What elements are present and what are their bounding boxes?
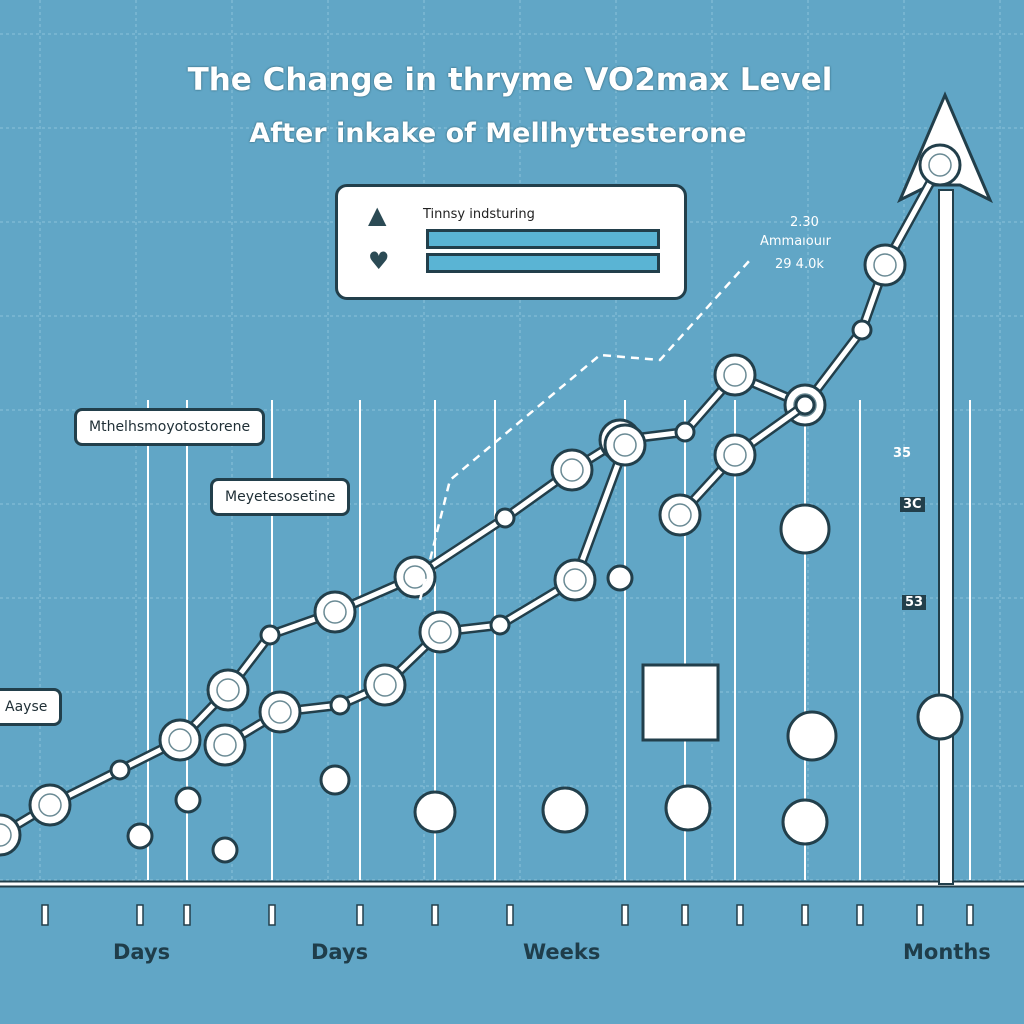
icon-badge	[664, 784, 712, 832]
x-tick	[356, 904, 364, 926]
icon-badge	[779, 503, 831, 555]
x-tick	[966, 904, 974, 926]
x-tick	[621, 904, 629, 926]
data-point	[550, 448, 594, 492]
heart-icon: ♥	[368, 247, 390, 275]
icon-badge	[606, 564, 634, 592]
x-tick	[506, 904, 514, 926]
data-point	[206, 668, 250, 712]
icon-badge	[781, 798, 829, 846]
legend-title: Tinnsy indsturing	[423, 207, 535, 222]
data-point	[494, 507, 516, 529]
data-point-icon	[168, 728, 192, 752]
data-point-icon	[38, 793, 62, 817]
x-tick	[856, 904, 864, 926]
x-tick	[268, 904, 276, 926]
data-point	[918, 143, 962, 187]
data-point	[418, 610, 462, 654]
data-point	[603, 423, 647, 467]
data-point-icon	[323, 600, 347, 624]
data-point-icon	[403, 565, 427, 589]
chart-subtitle: After inkake of Mellhyttesterone	[249, 118, 747, 149]
data-point	[203, 723, 247, 767]
icon-badge	[211, 836, 239, 864]
x-tick-label: Weeks	[523, 940, 601, 964]
data-point-icon	[0, 823, 12, 847]
chart-title: The Change in thryme VO2max Level	[187, 62, 833, 98]
data-point	[713, 433, 757, 477]
data-point	[258, 690, 302, 734]
data-point	[851, 319, 873, 341]
data-point	[329, 694, 351, 716]
icon-badge	[174, 786, 202, 814]
data-point-icon	[668, 503, 692, 527]
x-tick	[681, 904, 689, 926]
data-point	[658, 493, 702, 537]
data-point-icon	[613, 433, 637, 457]
data-point	[109, 759, 131, 781]
callout-2: Meyetesosetine	[210, 478, 351, 516]
x-tick	[431, 904, 439, 926]
data-point-icon	[563, 568, 587, 592]
icon-badge	[786, 710, 838, 762]
callout-3: Aayse	[0, 688, 63, 726]
legend: ▲ ♥ Tinnsy indsturing	[335, 184, 687, 300]
series-line-projection	[418, 259, 751, 601]
data-point	[794, 394, 816, 416]
icon-badge	[541, 786, 589, 834]
x-tick	[183, 904, 191, 926]
data-point-icon	[723, 363, 747, 387]
x-tick-label: Days	[113, 940, 171, 964]
data-point-icon	[723, 443, 747, 467]
icon-badge	[319, 764, 351, 796]
data-point	[158, 718, 202, 762]
legend-bar-2	[426, 253, 660, 273]
icon-badge	[126, 822, 154, 850]
value-label-c: 53	[902, 595, 927, 610]
x-tick	[136, 904, 144, 926]
x-tick	[736, 904, 744, 926]
icon-badge	[916, 693, 964, 741]
value-label-a: 35	[893, 446, 912, 461]
big-arrow-shaft	[938, 189, 954, 885]
annotation-sub: 29 4.0k	[775, 257, 824, 272]
value-label-b: 3C	[900, 497, 925, 512]
data-point-icon	[428, 620, 452, 644]
data-point-icon	[793, 393, 817, 417]
legend-bar-1	[426, 229, 660, 249]
data-point-icon	[560, 458, 584, 482]
x-tick-label: Months	[903, 940, 991, 964]
x-tick-label: Days	[311, 940, 369, 964]
x-tick	[801, 904, 809, 926]
data-point-icon	[928, 153, 952, 177]
data-point	[313, 590, 357, 634]
data-point-icon	[873, 253, 897, 277]
x-tick	[41, 904, 49, 926]
data-point	[713, 353, 757, 397]
data-point	[674, 421, 696, 443]
data-point	[489, 614, 511, 636]
callout-1: Mthelhsmoyotostorene	[74, 408, 266, 446]
data-point	[393, 555, 437, 599]
data-point	[28, 783, 72, 827]
x-tick	[916, 904, 924, 926]
data-point-icon	[216, 678, 240, 702]
table-icon	[641, 663, 720, 742]
data-point	[553, 558, 597, 602]
data-point	[363, 663, 407, 707]
data-point-icon	[373, 673, 397, 697]
data-point-icon	[213, 733, 237, 757]
icon-badge	[413, 790, 457, 834]
data-point	[863, 243, 907, 287]
triangle-icon: ▲	[368, 201, 387, 229]
annotation-value: 2.30	[790, 215, 819, 230]
data-point-icon	[268, 700, 292, 724]
annotation-label: Ammaıouır	[760, 234, 831, 249]
data-point	[259, 624, 281, 646]
